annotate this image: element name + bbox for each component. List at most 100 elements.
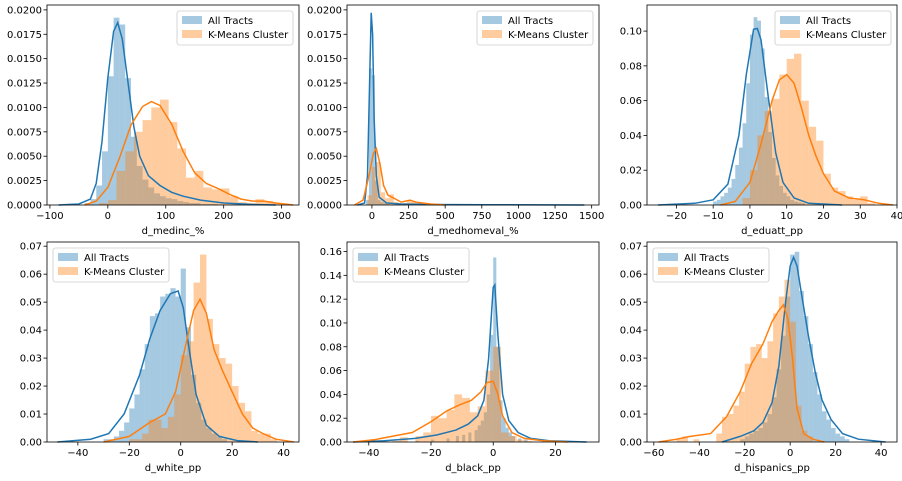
y-tick-label: 0.04 [620,326,642,337]
subplot-2: 0 250 500 750 1000 1250 1500 0.0000 0.0025 0.0050… [307,4,604,237]
histogram-bar [786,196,791,205]
subplot-3: −20 −10 0 10 20 30 40 0.00 0.02 0.04 0.06 0.08 0.10 d… [620,4,902,237]
axes-frame [46,241,300,443]
histogram-bar [206,318,213,442]
histogram-bar [760,48,765,206]
legend-entry: All Tracts [508,16,553,27]
x-tick-label: −60 [643,448,664,459]
histogram-bar [438,418,447,442]
histogram-bar [768,131,772,205]
histogram-bar [183,202,189,205]
legend-entry: K-Means Cluster [208,30,289,41]
histogram-bar [474,430,478,442]
histogram-bar [468,432,472,442]
y-tick-label: 0.0025 [7,176,42,187]
histogram-bar [790,321,796,442]
histogram-bar [739,391,745,442]
histogram-bar [762,422,768,442]
histogram-bar [749,34,754,205]
legend-swatch [780,30,800,38]
histogram-bar [840,436,845,442]
x-tick-label: 0 [490,448,496,459]
histogram-bar [174,394,181,442]
histogram-bar [407,200,412,205]
kde-line-kmeans [103,297,295,443]
histogram-bar [177,148,187,205]
legend-entry: K-Means Cluster [84,267,165,278]
y-tick-label: 0.0175 [307,30,342,41]
histogram-bar [376,162,381,205]
histogram-bar [431,439,435,442]
legend-box [352,247,470,283]
histogram-bar [786,58,795,206]
x-axis-label: d_medinc_% [142,226,205,237]
y-tick-label: 0.02 [20,382,42,393]
kde-line-all-tracts [353,282,587,443]
histogram-bar [136,165,143,205]
legend-entry: K-Means Cluster [806,30,887,41]
histogram-bar [767,341,774,442]
x-tick-label: 20 [829,448,842,459]
histogram-bar [779,74,787,205]
histogram-bar [175,296,181,442]
legend-entry: K-Means Cluster [684,267,765,278]
y-tick-label: 0.06 [20,270,42,281]
histogram-bar [764,111,772,205]
x-tick-label: −10 [703,211,724,222]
y-tick-label: 0.00 [620,201,642,212]
histogram-bar [203,187,213,205]
histogram-bar [812,372,818,442]
y-tick-label: 0.00 [320,438,342,449]
histogram-bar [485,370,494,442]
histogram-bar [795,405,802,442]
legend: All Tracts K-Means Cluster [774,10,892,46]
histogram-bar [816,140,824,205]
histogram-bar [165,293,171,442]
histogram-bar [508,436,517,442]
histogram-bar [845,196,853,205]
histogram-bar [264,433,271,442]
histogram-bar [212,204,218,205]
legend-swatch [58,267,78,275]
kde-line-all-tracts [721,255,886,443]
x-axis-label: d_eduatt_pp [741,226,803,237]
histogram-bar [170,288,176,442]
histogram-bar [135,439,143,442]
histogram-bar [149,316,155,442]
histogram-bar [779,185,784,205]
histogram-bar [124,422,130,442]
histogram-bar [159,99,169,205]
legend-entry: All Tracts [384,253,429,264]
axes-frame [346,241,600,443]
legend-box [176,10,294,46]
x-tick-label: 200 [214,211,233,222]
histogram-bar [386,204,390,205]
y-tick-label: 0.04 [320,390,342,401]
x-axis-label: d_white_pp [145,463,201,474]
histogram-bar [159,196,166,205]
histogram-bar [682,436,688,442]
histogram-bar [731,178,736,205]
histogram-bar [245,411,252,442]
histogram-bar [516,439,525,442]
histogram-bar [742,123,747,205]
histogram-bar [129,408,135,442]
histogram-bar [229,196,239,205]
x-tick-label: 0 [369,211,375,222]
legend-swatch [358,267,378,275]
histogram-bar [171,199,178,205]
histogram-bar [103,439,109,442]
legend-box [652,247,770,283]
histogram-bar [462,397,470,442]
axes-frame [346,4,600,206]
histogram-bar [200,254,207,442]
histogram-bar [221,439,227,442]
histogram-bar [794,201,798,205]
subplot-4: −40 −20 0 20 40 0.00 0.01 0.02 0.03 0.04 0.05 0.06 0… [20,241,300,474]
histogram-bar [154,193,160,205]
histogram-bar [790,254,795,442]
histogram-bar [775,175,780,205]
x-tick-label: 20 [549,448,562,459]
histogram-bar [740,439,745,442]
histogram-bar [148,187,155,205]
